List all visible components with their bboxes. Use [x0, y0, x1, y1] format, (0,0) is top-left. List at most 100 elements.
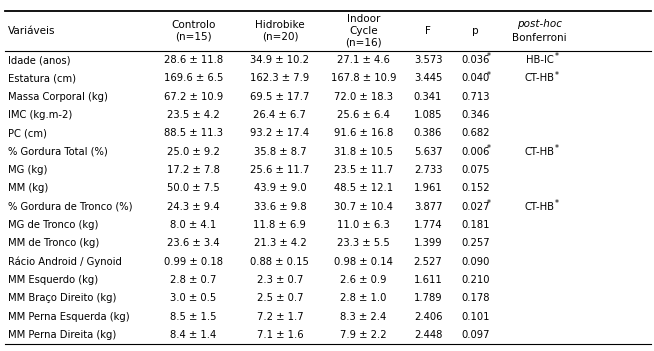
Text: 5.637: 5.637: [414, 147, 442, 157]
Text: % Gordura Total (%): % Gordura Total (%): [8, 147, 108, 157]
Text: 25.0 ± 9.2: 25.0 ± 9.2: [167, 147, 220, 157]
Text: 33.6 ± 9.8: 33.6 ± 9.8: [254, 201, 306, 212]
Text: 0.713: 0.713: [462, 92, 490, 102]
Text: Rácio Android / Gynoid: Rácio Android / Gynoid: [8, 256, 122, 267]
Text: 25.6 ± 11.7: 25.6 ± 11.7: [250, 165, 309, 175]
Text: 0.346: 0.346: [462, 110, 490, 120]
Text: 91.6 ± 16.8: 91.6 ± 16.8: [334, 128, 393, 138]
Text: 0.152: 0.152: [462, 183, 490, 193]
Text: 0.178: 0.178: [462, 293, 490, 303]
Text: MG (kg): MG (kg): [8, 165, 47, 175]
Text: 3.0 ± 0.5: 3.0 ± 0.5: [170, 293, 216, 303]
Text: MM de Tronco (kg): MM de Tronco (kg): [8, 238, 99, 248]
Text: MM Perna Esquerda (kg): MM Perna Esquerda (kg): [8, 311, 129, 322]
Text: 0.257: 0.257: [462, 238, 490, 248]
Text: 0.097: 0.097: [462, 330, 490, 340]
Text: MG de Tronco (kg): MG de Tronco (kg): [8, 220, 98, 230]
Text: 35.8 ± 8.7: 35.8 ± 8.7: [254, 147, 306, 157]
Text: 69.5 ± 17.7: 69.5 ± 17.7: [250, 92, 309, 102]
Text: 8.0 ± 4.1: 8.0 ± 4.1: [170, 220, 216, 230]
Text: 2.8 ± 0.7: 2.8 ± 0.7: [170, 275, 216, 285]
Text: *: *: [487, 199, 491, 208]
Text: HB-IC: HB-IC: [526, 55, 553, 65]
Text: Hidrobike
(n=20): Hidrobike (n=20): [255, 20, 305, 41]
Text: 31.8 ± 10.5: 31.8 ± 10.5: [334, 147, 393, 157]
Text: 2.733: 2.733: [414, 165, 442, 175]
Text: 7.2 ± 1.7: 7.2 ± 1.7: [256, 311, 303, 322]
Text: 2.406: 2.406: [414, 311, 442, 322]
Text: CT-HB: CT-HB: [525, 201, 555, 212]
Text: 7.9 ± 2.2: 7.9 ± 2.2: [340, 330, 387, 340]
Text: *: *: [487, 71, 491, 80]
Text: IMC (kg.m-2): IMC (kg.m-2): [8, 110, 72, 120]
Text: 23.5 ± 4.2: 23.5 ± 4.2: [167, 110, 220, 120]
Text: 0.027: 0.027: [462, 201, 490, 212]
Text: 23.6 ± 3.4: 23.6 ± 3.4: [167, 238, 220, 248]
Text: post-hoc: post-hoc: [517, 19, 562, 29]
Text: 8.4 ± 1.4: 8.4 ± 1.4: [170, 330, 216, 340]
Text: 162.3 ± 7.9: 162.3 ± 7.9: [250, 73, 309, 84]
Text: Estatura (cm): Estatura (cm): [8, 73, 76, 84]
Text: *: *: [555, 199, 559, 208]
Text: MM Esquerdo (kg): MM Esquerdo (kg): [8, 275, 98, 285]
Text: 1.961: 1.961: [414, 183, 442, 193]
Text: *: *: [487, 144, 491, 153]
Text: 0.210: 0.210: [462, 275, 490, 285]
Text: 2.3 ± 0.7: 2.3 ± 0.7: [257, 275, 303, 285]
Text: 0.090: 0.090: [462, 257, 490, 266]
Text: 0.682: 0.682: [462, 128, 490, 138]
Text: 7.1 ± 1.6: 7.1 ± 1.6: [256, 330, 303, 340]
Text: 3.877: 3.877: [414, 201, 442, 212]
Text: 0.040: 0.040: [462, 73, 490, 84]
Text: MM (kg): MM (kg): [8, 183, 48, 193]
Text: 2.8 ± 1.0: 2.8 ± 1.0: [340, 293, 387, 303]
Text: p: p: [472, 26, 479, 36]
Text: MM Perna Direita (kg): MM Perna Direita (kg): [8, 330, 116, 340]
Text: 3.445: 3.445: [414, 73, 442, 84]
Text: 48.5 ± 12.1: 48.5 ± 12.1: [334, 183, 393, 193]
Text: 3.573: 3.573: [414, 55, 442, 65]
Text: 23.5 ± 11.7: 23.5 ± 11.7: [334, 165, 393, 175]
Text: 2.527: 2.527: [414, 257, 442, 266]
Text: 167.8 ± 10.9: 167.8 ± 10.9: [330, 73, 396, 84]
Text: 0.386: 0.386: [414, 128, 442, 138]
Text: Idade (anos): Idade (anos): [8, 55, 71, 65]
Text: 24.3 ± 9.4: 24.3 ± 9.4: [167, 201, 220, 212]
Text: 27.1 ± 4.6: 27.1 ± 4.6: [337, 55, 390, 65]
Text: PC (cm): PC (cm): [8, 128, 46, 138]
Text: 11.0 ± 6.3: 11.0 ± 6.3: [337, 220, 390, 230]
Text: 26.4 ± 6.7: 26.4 ± 6.7: [254, 110, 306, 120]
Text: 1.789: 1.789: [414, 293, 442, 303]
Text: 88.5 ± 11.3: 88.5 ± 11.3: [164, 128, 223, 138]
Text: F: F: [425, 26, 431, 36]
Text: *: *: [555, 144, 559, 153]
Text: 0.101: 0.101: [462, 311, 490, 322]
Text: Variáveis: Variáveis: [8, 26, 56, 36]
Text: 93.2 ± 17.4: 93.2 ± 17.4: [250, 128, 309, 138]
Text: 8.5 ± 1.5: 8.5 ± 1.5: [170, 311, 216, 322]
Text: *: *: [555, 71, 559, 80]
Text: *: *: [555, 52, 559, 61]
Text: CT-HB: CT-HB: [525, 147, 555, 157]
Text: 72.0 ± 18.3: 72.0 ± 18.3: [334, 92, 393, 102]
Text: 1.774: 1.774: [414, 220, 442, 230]
Text: 8.3 ± 2.4: 8.3 ± 2.4: [340, 311, 387, 322]
Text: 30.7 ± 10.4: 30.7 ± 10.4: [334, 201, 393, 212]
Text: 25.6 ± 6.4: 25.6 ± 6.4: [337, 110, 390, 120]
Text: 28.6 ± 11.8: 28.6 ± 11.8: [164, 55, 223, 65]
Text: Massa Corporal (kg): Massa Corporal (kg): [8, 92, 108, 102]
Text: 0.181: 0.181: [462, 220, 490, 230]
Text: 67.2 ± 10.9: 67.2 ± 10.9: [164, 92, 223, 102]
Text: 43.9 ± 9.0: 43.9 ± 9.0: [254, 183, 306, 193]
Text: 2.6 ± 0.9: 2.6 ± 0.9: [340, 275, 387, 285]
Text: MM Braço Direito (kg): MM Braço Direito (kg): [8, 293, 116, 303]
Text: 2.448: 2.448: [414, 330, 442, 340]
Text: 0.036: 0.036: [462, 55, 490, 65]
Text: 1.085: 1.085: [414, 110, 442, 120]
Text: Controlo
(n=15): Controlo (n=15): [171, 20, 215, 41]
Text: 50.0 ± 7.5: 50.0 ± 7.5: [167, 183, 220, 193]
Text: 11.8 ± 6.9: 11.8 ± 6.9: [254, 220, 306, 230]
Text: 21.3 ± 4.2: 21.3 ± 4.2: [254, 238, 306, 248]
Text: 1.611: 1.611: [414, 275, 442, 285]
Text: 0.99 ± 0.18: 0.99 ± 0.18: [164, 257, 223, 266]
